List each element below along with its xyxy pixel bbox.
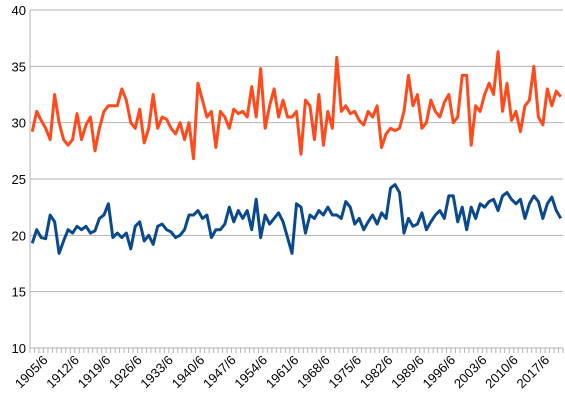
x-tick-label: 1954/6	[231, 352, 270, 391]
y-tick-label: 10	[12, 341, 26, 356]
y-tick-label: 25	[12, 172, 26, 187]
x-tick-label: 2017/6	[514, 352, 553, 391]
x-tick-label: 1947/6	[200, 352, 239, 391]
x-tick-label: 1919/6	[75, 352, 114, 391]
x-tick-label: 1905/6	[12, 352, 51, 391]
y-tick-label: 20	[12, 228, 26, 243]
x-tick-label: 1996/6	[419, 352, 458, 391]
x-tick-label: 1933/6	[137, 352, 176, 391]
x-tick-label: 1982/6	[357, 352, 396, 391]
x-tick-label: 1989/6	[388, 352, 427, 391]
y-tick-label: 15	[12, 285, 26, 300]
x-tick-label: 1961/6	[263, 352, 302, 391]
x-tick-label: 1968/6	[294, 352, 333, 391]
x-tick-label: 1912/6	[43, 352, 82, 391]
series-line	[30, 183, 563, 255]
y-tick-label: 30	[12, 116, 26, 131]
series-line	[30, 50, 562, 161]
x-tick-label: 1926/6	[106, 352, 145, 391]
x-tick-label: 2010/6	[482, 352, 521, 391]
x-tick-label: 1940/6	[169, 352, 208, 391]
x-tick-label: 1975/6	[325, 352, 364, 391]
y-tick-label: 40	[12, 3, 26, 18]
x-tick-label: 2003/6	[451, 352, 490, 391]
y-tick-label: 35	[12, 59, 26, 74]
